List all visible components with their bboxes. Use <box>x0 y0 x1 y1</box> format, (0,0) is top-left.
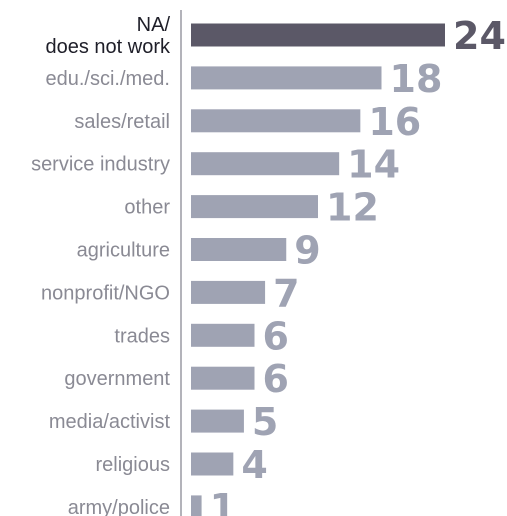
bar-value-label: 24 <box>453 14 506 58</box>
bar <box>191 238 287 261</box>
bar-value-label: 9 <box>294 229 320 273</box>
category-label: edu./sci./med. <box>45 68 170 90</box>
bar-value-label: 6 <box>263 314 289 358</box>
bar-value-label: 7 <box>273 271 299 315</box>
bar <box>191 495 202 516</box>
category-label: army/police <box>68 497 170 516</box>
bar <box>191 409 244 433</box>
bar <box>191 280 266 304</box>
category-label: nonprofit/NGO <box>41 282 170 304</box>
category-label: agriculture <box>77 240 170 262</box>
bar <box>191 66 382 90</box>
bar-value-label: 12 <box>326 186 379 230</box>
bar-value-label: 1 <box>210 486 236 516</box>
bar-value-label: 18 <box>390 57 443 101</box>
bar <box>191 23 445 47</box>
bar <box>191 366 255 390</box>
category-label: trades <box>114 325 170 347</box>
bar-value-label: 14 <box>347 143 400 187</box>
bar <box>191 323 255 347</box>
bar-value-label: 4 <box>241 443 267 487</box>
category-label: other <box>124 197 170 219</box>
category-label: NA/does not work <box>45 14 171 58</box>
bar-value-label: 6 <box>263 357 289 401</box>
category-label: sales/retail <box>74 111 170 133</box>
category-label: service industry <box>31 154 170 176</box>
bar-value-label: 16 <box>368 100 421 144</box>
category-label: government <box>64 368 170 390</box>
category-label: religious <box>96 454 170 476</box>
bar <box>191 109 361 133</box>
bar <box>191 452 234 476</box>
bar-value-label: 5 <box>252 400 278 444</box>
category-label: media/activist <box>49 411 171 433</box>
bar <box>191 195 318 219</box>
bar <box>191 152 340 176</box>
